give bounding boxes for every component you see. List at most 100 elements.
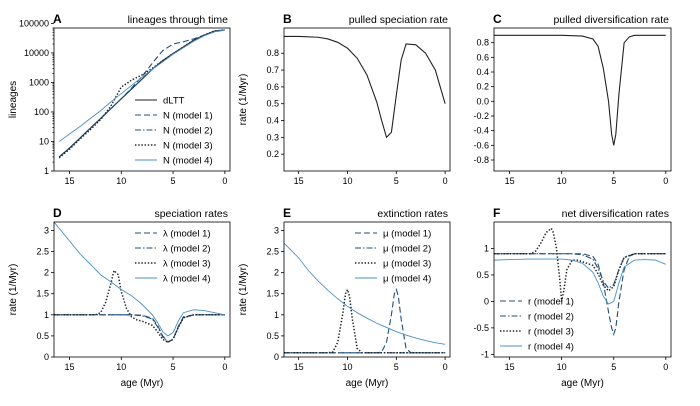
y-tick-label: 2.5 xyxy=(36,247,49,257)
panel-title: extinction rates xyxy=(377,208,448,220)
legend-label: N (model 4) xyxy=(163,156,213,167)
x-tick-label: 10 xyxy=(116,176,126,186)
y-tick-label: 0.7 xyxy=(266,65,279,75)
legend-label: r (model 1) xyxy=(528,297,574,308)
plot-frame xyxy=(283,221,451,358)
x-tick-label: 10 xyxy=(116,362,126,372)
y-tick-label: 0.0 xyxy=(476,96,489,106)
series-line-b-0 xyxy=(284,35,446,139)
y-tick-label: 2 xyxy=(274,268,279,278)
legend-label: λ (model 3) xyxy=(163,259,211,270)
x-axis-label: age (Myr) xyxy=(346,378,389,389)
series-line-f-0 xyxy=(494,253,666,337)
panel-letter: D xyxy=(53,206,62,220)
y-tick-label: 1.5 xyxy=(266,289,279,299)
plot-frame xyxy=(493,221,672,358)
y-tick-label: -1 xyxy=(481,349,489,359)
series-line-e-0 xyxy=(284,287,446,354)
y-tick-label: 0 xyxy=(274,352,279,362)
series-line-f-3 xyxy=(494,258,666,305)
y-tick-label: 1 xyxy=(484,243,489,253)
y-tick-label: 3 xyxy=(274,225,279,235)
y-tick-label: 3 xyxy=(44,225,49,235)
legend-label: r (model 4) xyxy=(528,342,574,353)
x-tick-label: 15 xyxy=(294,362,304,372)
x-tick-label: 0 xyxy=(443,362,448,372)
y-tick-label: 0.4 xyxy=(266,116,279,126)
y-tick-label: 1 xyxy=(274,310,279,320)
series-line-a-0 xyxy=(58,29,225,158)
panel-letter: E xyxy=(283,206,291,220)
x-tick-label: 0 xyxy=(663,362,668,372)
panel-letter: C xyxy=(493,12,502,26)
x-tick-label: 5 xyxy=(394,176,399,186)
y-tick-label: 0.4 xyxy=(476,67,489,77)
x-axis-label: age (Myr) xyxy=(121,378,164,389)
series-line-d-2 xyxy=(54,269,225,344)
y-tick-label: 1.5 xyxy=(36,289,49,299)
legend-label: μ (model 4) xyxy=(383,274,431,285)
y-tick-label: 0.8 xyxy=(266,48,279,58)
legend-label: μ (model 1) xyxy=(383,229,431,240)
x-tick-label: 5 xyxy=(394,362,399,372)
panel-c: 15 10 5 0 -0.8 -0.6 -0.4 -0.2 0.0 0.2 0.4 0.6 0.8 C pu… xyxy=(473,12,672,186)
series-line-e-2 xyxy=(284,287,446,354)
panel-e: 15 10 5 0 0 0.5 1 1.5 2 2.5 3E extinction rates rate… xyxy=(238,206,451,389)
y-tick-label: 0.5 xyxy=(266,331,279,341)
legend-label: λ (model 1) xyxy=(163,229,211,240)
legend-label: λ (model 4) xyxy=(163,274,211,285)
x-tick-label: 10 xyxy=(342,176,352,186)
x-tick-label: 5 xyxy=(171,362,176,372)
y-tick-label: 0.8 xyxy=(476,38,489,48)
series-line-a-3 xyxy=(58,29,225,159)
y-tick-label: 0.5 xyxy=(476,270,489,280)
y-tick-label: -0.6 xyxy=(473,140,489,150)
y-tick-label: 0.2 xyxy=(266,149,279,159)
y-tick-label: 0.6 xyxy=(476,52,489,62)
series-line-d-3 xyxy=(54,222,225,337)
legend-label: μ (model 2) xyxy=(383,244,431,255)
series-line-a-1 xyxy=(58,29,225,158)
x-tick-label: 0 xyxy=(222,176,227,186)
panel-title: pulled diversification rate xyxy=(553,14,669,26)
y-axis-label: rate (1/Myr) xyxy=(238,264,249,316)
y-axis-label: rate (1/Myr) xyxy=(238,74,249,126)
plot-frame xyxy=(53,221,231,358)
y-tick-label: -0.4 xyxy=(473,126,489,136)
series-line-a-4 xyxy=(58,29,225,142)
legend-label: N (model 3) xyxy=(163,141,213,152)
x-tick-label: 5 xyxy=(611,362,616,372)
plot-frame xyxy=(53,27,231,172)
x-tick-label: 5 xyxy=(611,176,616,186)
y-tick-label: 100000 xyxy=(19,18,49,28)
x-tick-label: 10 xyxy=(342,362,352,372)
y-tick-label: 0.5 xyxy=(36,331,49,341)
x-tick-label: 0 xyxy=(222,362,227,372)
legend-label: μ (model 3) xyxy=(383,259,431,270)
legend-label: N (model 2) xyxy=(163,126,213,137)
panel-d: 15 10 5 0 0 0.5 1 1.5 2 2.5 3D speciation rates rate… xyxy=(8,206,231,389)
y-tick-label: 0.2 xyxy=(476,82,489,92)
y-tick-label: -0.5 xyxy=(473,323,489,333)
panel-title: lineages through time xyxy=(128,14,229,26)
y-tick-label: 1 xyxy=(44,310,49,320)
y-tick-label: 2.5 xyxy=(266,247,279,257)
x-tick-label: 10 xyxy=(557,362,567,372)
plot-frame xyxy=(493,27,672,172)
x-tick-label: 0 xyxy=(663,176,668,186)
legend-label: λ (model 2) xyxy=(163,244,211,255)
x-tick-label: 5 xyxy=(171,176,176,186)
y-tick-label: 0.6 xyxy=(266,82,279,92)
x-tick-label: 10 xyxy=(557,176,567,186)
series-line-c-0 xyxy=(494,34,666,146)
legend-label: dLTT xyxy=(163,96,185,107)
y-tick-label: 1 xyxy=(44,166,49,176)
series-line-d-0 xyxy=(54,314,225,343)
panel-title: net diversification rates xyxy=(562,208,669,220)
y-tick-label: 100 xyxy=(34,107,49,117)
panel-f: 15 10 5 0 -1 -0.5 0 0.5 1 F net diversification ra… xyxy=(473,206,672,389)
y-tick-label: 0 xyxy=(44,352,49,362)
legend: r (model 1) r (model 2) r (model 3) r (mode… xyxy=(500,297,574,353)
legend-label: r (model 3) xyxy=(528,327,574,338)
